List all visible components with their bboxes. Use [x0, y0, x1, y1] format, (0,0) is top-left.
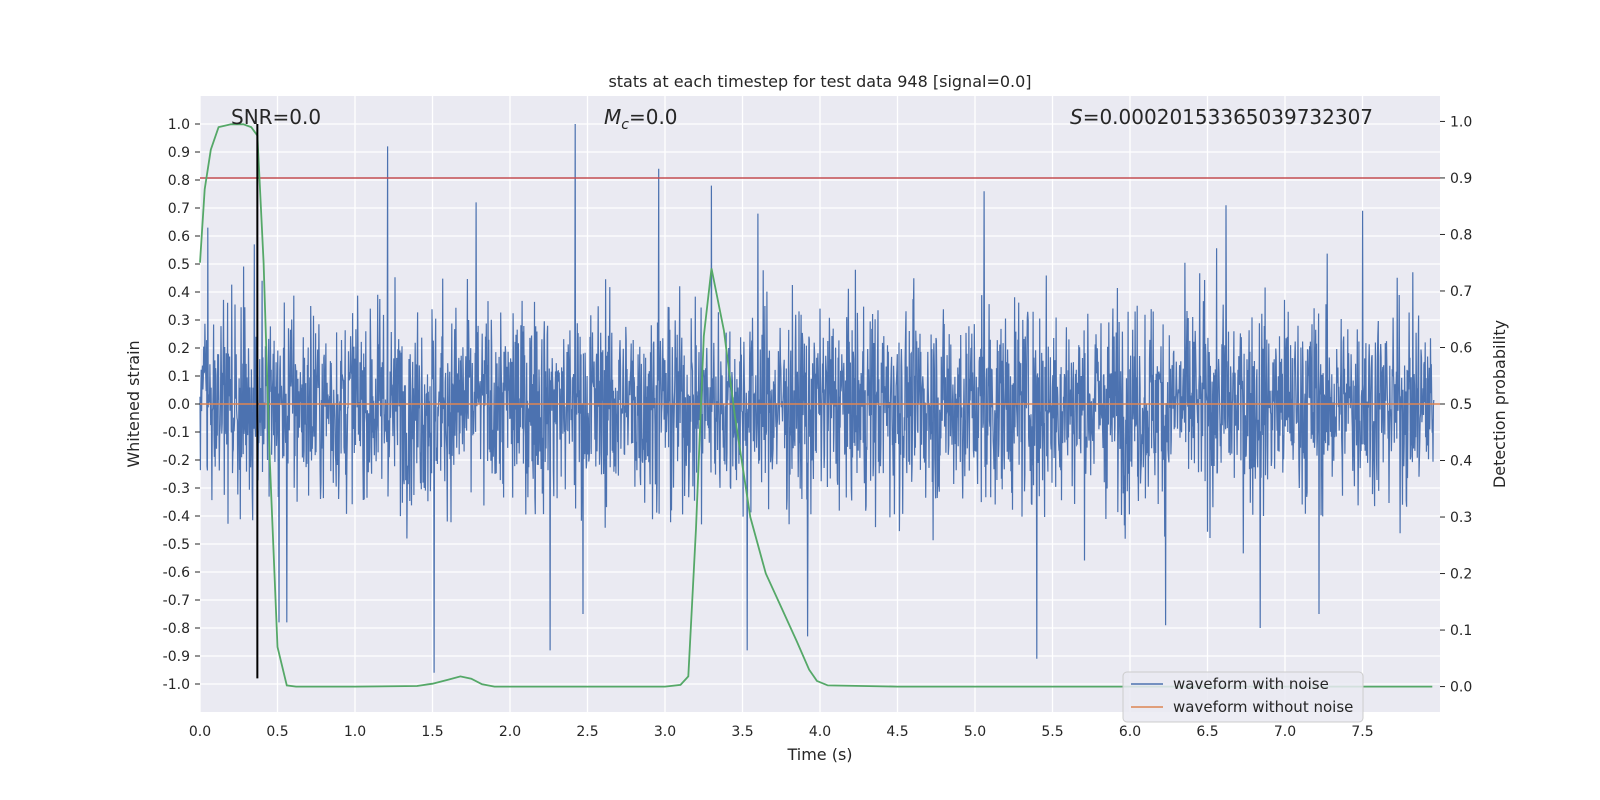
- legend-label-clean: waveform without noise: [1173, 698, 1353, 716]
- annotation-mc-symbol: M: [604, 105, 621, 129]
- y-left-tick-label: -0.2: [163, 453, 190, 469]
- y-left-tick-label: 0.4: [168, 285, 190, 301]
- y-left-tick-label: -0.5: [163, 537, 190, 553]
- y-right-tick-labels: 1.0 0.9 0.8 0.7 0.6 0.5 0.4 0.3 0.2 0.1 0.0: [1440, 114, 1472, 696]
- x-tick-label: 4.5: [886, 724, 908, 740]
- y-left-tick-label: 0.6: [168, 229, 190, 245]
- y-right-tick-label: 1.0: [1450, 114, 1472, 130]
- annotation-s-symbol: S: [1070, 105, 1083, 129]
- legend-label-noise: waveform with noise: [1173, 675, 1329, 693]
- y-left-tick-label: -0.1: [163, 425, 190, 441]
- y-right-tick-label: 0.4: [1450, 454, 1472, 470]
- x-tick-label: 1.0: [344, 724, 366, 740]
- y-left-tick-label: 1.0: [168, 117, 190, 133]
- y-right-tick-label: 0.2: [1450, 567, 1472, 583]
- x-tick-label: 3.5: [731, 724, 753, 740]
- y-left-tick-label: -1.0: [163, 677, 190, 693]
- y-left-tick-label: -0.3: [163, 481, 190, 497]
- x-tick-label: 3.0: [654, 724, 676, 740]
- y-right-tick-label: 0.5: [1450, 397, 1472, 413]
- y-right-tick-label: 0.0: [1450, 680, 1472, 696]
- y-right-tick-label: 0.7: [1450, 284, 1472, 300]
- y-left-tick-label: 0.3: [168, 313, 190, 329]
- y-left-tick-label: 0.2: [168, 341, 190, 357]
- annotation-snr: SNR=0.0: [231, 105, 321, 129]
- y-left-tick-label: 0.7: [168, 201, 190, 217]
- x-tick-labels: 0.0 0.5 1.0 1.5 2.0 2.5 3.0 3.5 4.0 4.5 5.0 5.5 6.0 6…: [189, 724, 1374, 740]
- y-left-tick-label: -0.4: [163, 509, 190, 525]
- legend-box: [1122, 671, 1364, 723]
- x-tick-label: 7.0: [1274, 724, 1296, 740]
- y-left-tick-label: 0.1: [168, 369, 190, 385]
- chart-title: stats at each timestep for test data 948…: [608, 72, 1031, 91]
- x-tick-label: 2.5: [576, 724, 598, 740]
- annotation-mc-sub: c: [621, 117, 629, 133]
- x-tick-label: 5.5: [1041, 724, 1063, 740]
- y-left-tick-label: 0.9: [168, 145, 190, 161]
- y-left-tick-label: -0.7: [163, 593, 190, 609]
- x-tick-label: 6.5: [1196, 724, 1218, 740]
- x-tick-label: 1.5: [421, 724, 443, 740]
- x-tick-label: 7.5: [1351, 724, 1373, 740]
- y-right-tick-label: 0.1: [1450, 623, 1472, 639]
- x-tick-label: 0.0: [189, 724, 211, 740]
- x-tick-label: 5.0: [964, 724, 986, 740]
- x-tick-label: 6.0: [1119, 724, 1141, 740]
- legend: waveform with noise waveform without noi…: [1122, 671, 1364, 723]
- y-left-tick-label: 0.0: [168, 397, 190, 413]
- y-right-tick-label: 0.8: [1450, 227, 1472, 243]
- y-right-tick-label: 0.9: [1450, 171, 1472, 187]
- annotation-mc-value: =0.0: [629, 105, 678, 129]
- annotation-mc: Mc=0.0: [604, 105, 678, 133]
- annotation-s-value: =0.00020153365039732307: [1083, 105, 1373, 129]
- series-waveform-with-noise: [199, 123, 1435, 673]
- y-left-axis-label: Whitened strain: [124, 340, 143, 467]
- y-right-tick-label: 0.3: [1450, 510, 1472, 526]
- y-right-tick-label: 0.6: [1450, 340, 1472, 356]
- x-tick-label: 4.0: [809, 724, 831, 740]
- y-left-tick-label: 0.5: [168, 257, 190, 273]
- noise-trace: [199, 123, 1435, 673]
- y-left-tick-label: -0.8: [163, 621, 190, 637]
- y-left-tick-label: -0.9: [163, 649, 190, 665]
- y-left-tick-label: -0.6: [163, 565, 190, 581]
- x-axis-label: Time (s): [786, 745, 852, 764]
- x-tick-label: 2.0: [499, 724, 521, 740]
- y-left-tick-label: 0.8: [168, 173, 190, 189]
- x-tick-label: 0.5: [266, 724, 288, 740]
- y-right-axis-label: Detection probability: [1490, 320, 1509, 488]
- annotation-s: S=0.00020153365039732307: [1070, 105, 1373, 129]
- y-left-tick-labels: 1.0 0.9 0.8 0.7 0.6 0.5 0.4 0.3 0.2 0.1 0.0 -0.1 -0.…: [163, 117, 200, 693]
